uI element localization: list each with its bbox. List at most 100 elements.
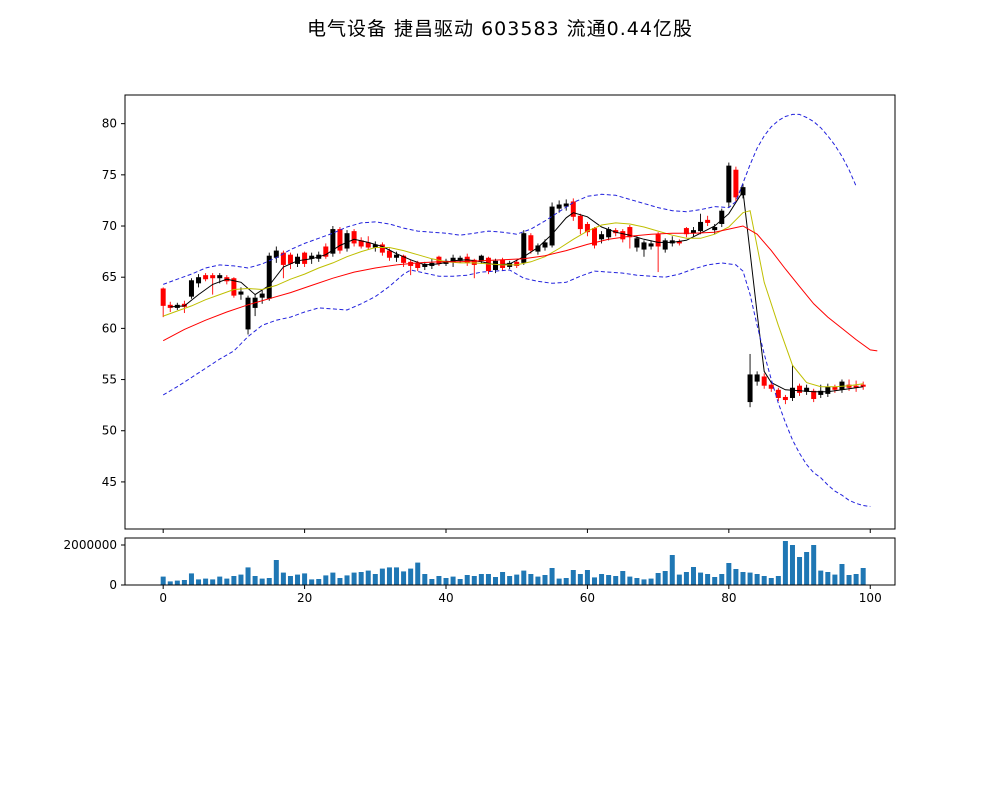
candle-body xyxy=(309,255,315,259)
candle-body xyxy=(231,278,237,296)
volume-bar xyxy=(443,578,449,585)
volume-bar xyxy=(379,568,385,585)
tick-label: 0 xyxy=(159,591,167,605)
volume-bar xyxy=(676,574,682,585)
volume-bar xyxy=(436,576,442,585)
volume-bar xyxy=(337,578,343,585)
tick-label: 45 xyxy=(102,475,117,489)
candle-body xyxy=(415,262,421,268)
volume-bar xyxy=(372,574,378,585)
candle-body xyxy=(167,304,173,308)
candle-body xyxy=(726,165,732,203)
volume-bar xyxy=(804,552,810,585)
volume-bar xyxy=(245,567,251,585)
candle-body xyxy=(280,252,286,265)
volume-bar xyxy=(698,572,704,585)
volume-bar xyxy=(464,575,470,585)
candle-body xyxy=(493,260,499,271)
candle-body xyxy=(599,234,605,240)
candle-body xyxy=(705,219,711,223)
candle-body xyxy=(846,384,852,388)
candle-body xyxy=(401,255,407,263)
volume-bar xyxy=(401,571,407,585)
bollinger-lower-line xyxy=(162,262,871,507)
candle-body xyxy=(365,242,371,248)
ma-fast-line xyxy=(170,189,864,393)
candle-body xyxy=(245,297,251,330)
candle-body xyxy=(712,227,718,231)
tick-label: 80 xyxy=(102,117,117,131)
volume-bar xyxy=(690,567,696,585)
volume-bar xyxy=(507,576,513,585)
overlay-ma-slow xyxy=(162,225,878,352)
volume-bar xyxy=(563,578,569,585)
candle-body xyxy=(273,250,279,258)
candle-body xyxy=(450,257,456,262)
volume-bar xyxy=(747,572,753,585)
volume-bar xyxy=(273,560,279,585)
candle-body xyxy=(620,231,626,240)
overlay-ma-fast xyxy=(170,189,864,393)
volume-bar xyxy=(365,570,371,585)
volume-bar xyxy=(231,576,237,585)
volume-bar xyxy=(160,576,166,585)
volume-bar xyxy=(210,579,216,585)
overlay-ma-mid xyxy=(163,210,864,388)
volume-bar xyxy=(280,572,286,585)
volume-bar xyxy=(217,576,223,585)
axis-ticks: 45 50 55 60 65 70 75 80 0 2000000 0 20 40 60 80 100 xyxy=(64,117,882,605)
volume-bar xyxy=(853,574,859,585)
candle-body xyxy=(733,169,739,198)
volume-bar xyxy=(188,573,194,585)
candle-body xyxy=(217,275,223,279)
volume-bar xyxy=(761,576,767,585)
volume-bar xyxy=(167,581,173,585)
candle-body xyxy=(860,384,866,387)
volume-bar xyxy=(599,574,605,585)
candle-body xyxy=(782,396,788,401)
volume-bar xyxy=(556,578,562,585)
candle-body xyxy=(478,255,484,261)
candle-body xyxy=(591,228,597,246)
volume-bar xyxy=(818,570,824,585)
candle-body xyxy=(754,374,760,382)
candle-body xyxy=(853,385,859,388)
candle-body xyxy=(535,245,541,252)
candle-body xyxy=(584,223,590,233)
volume-bar xyxy=(705,574,711,585)
volume-bar xyxy=(450,576,456,585)
candle-body xyxy=(287,254,293,264)
volume-bar xyxy=(514,574,520,585)
tick-label: 0 xyxy=(109,578,117,592)
ma-mid-line xyxy=(163,210,864,388)
volume-bar xyxy=(846,575,852,585)
overlay-bollinger-lower xyxy=(162,262,871,507)
volume-bar xyxy=(733,569,739,585)
volume-bar xyxy=(500,572,506,585)
volume-bar xyxy=(606,575,612,585)
volume-bar xyxy=(422,574,428,585)
volume-bar xyxy=(832,574,838,585)
volume-bar xyxy=(726,563,732,585)
candle-body xyxy=(238,291,244,295)
candle-body xyxy=(196,277,202,284)
volume-bar xyxy=(471,576,477,585)
candle-body xyxy=(690,230,696,234)
volume-bar xyxy=(669,555,675,585)
candle-body xyxy=(655,234,661,247)
candle-body xyxy=(662,240,668,250)
volume-bar xyxy=(302,573,308,585)
volume-bar xyxy=(181,580,187,585)
volume-bar xyxy=(797,557,803,585)
volume-bar xyxy=(386,567,392,585)
candle-body xyxy=(832,386,838,390)
candle-body xyxy=(648,243,654,247)
tick-label: 75 xyxy=(102,168,117,182)
volume-bar xyxy=(775,576,781,585)
candle-body xyxy=(379,244,385,253)
volume-bar xyxy=(521,570,527,585)
ma-slow-line xyxy=(162,225,878,352)
volume-bar xyxy=(825,572,831,585)
candle-body xyxy=(719,210,725,224)
